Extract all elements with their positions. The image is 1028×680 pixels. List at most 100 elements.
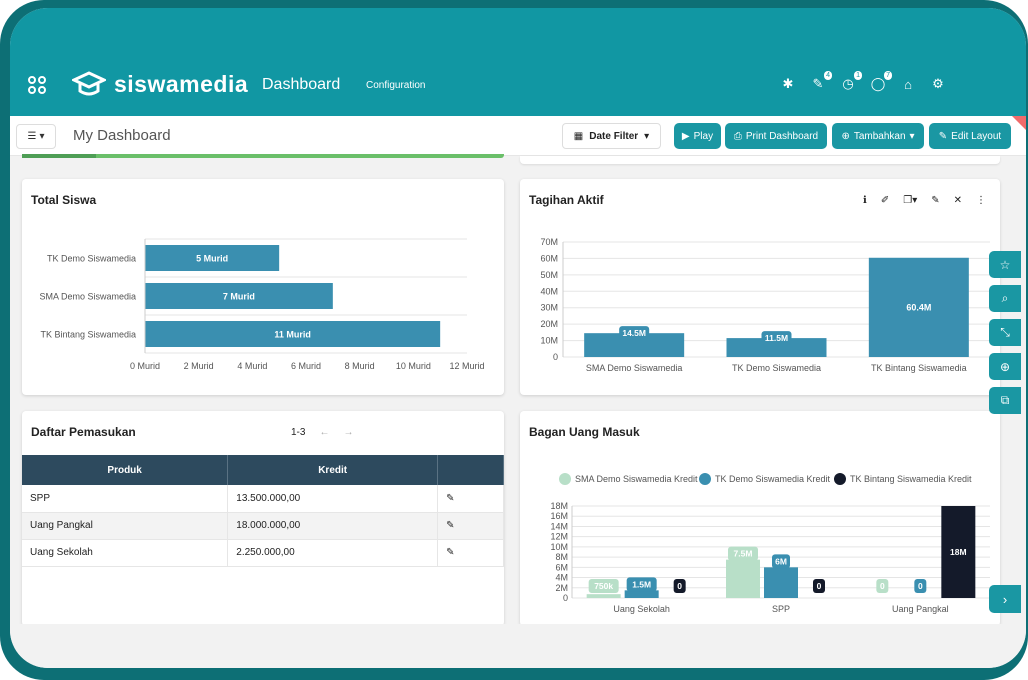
- y-tick-label: 10M: [550, 542, 568, 552]
- close-icon[interactable]: ✕: [953, 195, 962, 206]
- bar-data-label: 1.5M: [632, 579, 651, 589]
- bar-data-label: 0: [880, 581, 885, 591]
- bar-data-label: 6M: [775, 556, 787, 566]
- next-page-icon[interactable]: →: [343, 427, 354, 438]
- y-tick-label: 6M: [555, 562, 568, 572]
- pager-range: 1-3: [291, 427, 306, 438]
- column-header[interactable]: Produk: [22, 455, 229, 485]
- caret-down-icon: ▾: [644, 130, 650, 142]
- category-label: SMA Demo Siswamedia: [586, 363, 683, 373]
- bar: [624, 590, 659, 598]
- zoom-in-icon[interactable]: ⊕: [989, 353, 1021, 380]
- search-icon[interactable]: ⌕: [989, 285, 1021, 312]
- y-tick-label: 0: [563, 593, 568, 603]
- column-header[interactable]: Kredit: [227, 455, 439, 485]
- legend-label: TK Demo Siswamedia Kredit: [715, 474, 831, 484]
- copy-icon[interactable]: ❐▾: [903, 195, 918, 206]
- edit-notification-icon[interactable]: ✎ 4: [812, 71, 832, 91]
- y-tick-label: 60M: [540, 253, 558, 263]
- chevron-right-icon[interactable]: ›: [989, 585, 1021, 613]
- bar-data-label: 11.5M: [765, 333, 788, 343]
- bar-data-label: 14.5M: [622, 328, 646, 338]
- info-icon[interactable]: ℹ: [863, 195, 867, 206]
- edit-icon[interactable]: ✎: [931, 195, 940, 206]
- cell-produk: SPP: [22, 485, 229, 513]
- card-title: Daftar Pemasukan: [31, 425, 136, 439]
- category-label: SPP: [772, 604, 790, 614]
- legend-label: SMA Demo Siswamedia Kredit: [575, 474, 698, 484]
- bar: [726, 559, 760, 598]
- bar-data-label: 750k: [594, 581, 613, 591]
- bar-data-label: 0: [817, 581, 822, 591]
- collapse-icon[interactable]: ⤡: [989, 319, 1021, 346]
- edit-row-icon[interactable]: ✎: [437, 512, 504, 540]
- play-icon: ▶: [681, 130, 690, 142]
- x-tick-label: 6 Murid: [291, 361, 321, 371]
- data-label-box: [761, 331, 792, 346]
- bar: [145, 245, 280, 271]
- chat-icon[interactable]: ◯ 7: [870, 71, 892, 91]
- corner-ribbon: [1012, 116, 1026, 130]
- play-button[interactable]: ▶ Play: [674, 123, 721, 149]
- table-row[interactable]: SPP 13.500.000,00 ✎: [22, 485, 504, 513]
- cell-produk: Uang Pangkal: [22, 512, 229, 540]
- chart-bagan-uang-masuk: SMA Demo Siswamedia Kredit TK Demo Siswam…: [550, 473, 990, 614]
- card-total-siswa: Total Siswa 5 Murid TK Demo Siswamedia 7 M…: [22, 179, 504, 395]
- bug-icon[interactable]: ✱: [782, 76, 794, 91]
- tambahkan-label: Tambahkan: [853, 130, 906, 142]
- caret-down-icon: ▾: [909, 130, 915, 142]
- print-icon: ⎙: [733, 130, 742, 142]
- settings-icon[interactable]: ⚙: [932, 76, 944, 91]
- card-tagihan-aktif: Tagihan Aktif ℹ ✐ ❐▾ ✎ ✕ ⋮ 0 10M 20M 30M 40M…: [520, 179, 1000, 395]
- bar: [584, 333, 685, 357]
- chart-total-siswa: 5 Murid TK Demo Siswamedia 7 Murid SMA Demo…: [39, 238, 485, 371]
- legend-swatch: [559, 473, 571, 485]
- card-title: Bagan Uang Masuk: [529, 425, 640, 439]
- bar-data-label: 7 Murid: [223, 292, 255, 302]
- edit-layout-button[interactable]: ✎ Edit Layout: [929, 123, 1011, 149]
- brand-logo[interactable]: siswamedia: [72, 70, 248, 98]
- bar: [941, 506, 976, 598]
- table-row[interactable]: Uang Sekolah 2.250.000,00 ✎: [22, 539, 504, 567]
- table-row[interactable]: Uang Pangkal 18.000.000,00 ✎: [22, 512, 504, 540]
- dashboard-title: My Dashboard: [73, 127, 171, 144]
- building-icon[interactable]: ⌂: [904, 76, 912, 92]
- cell-kredit: 13.500.000,00: [227, 485, 439, 513]
- data-label-box: [914, 579, 927, 593]
- edit-row-icon[interactable]: ✎: [437, 485, 504, 513]
- x-tick-label: 8 Murid: [345, 361, 375, 371]
- print-dashboard-button[interactable]: ⎙ Print Dashboard: [725, 123, 827, 149]
- bar: [145, 283, 333, 309]
- cell-kredit: 18.000.000,00: [227, 512, 439, 540]
- brush-icon[interactable]: ✐: [880, 195, 890, 206]
- data-label-box: [673, 579, 686, 593]
- legend-swatch: [834, 473, 846, 485]
- y-tick-label: 14M: [550, 521, 568, 531]
- clock-icon[interactable]: ◷ 1: [842, 71, 862, 91]
- column-header: [437, 455, 504, 485]
- top-navbar: siswamedia Dashboard Configuration ✱ ✎ 4 …: [10, 8, 1026, 116]
- date-filter-button[interactable]: ▦ Date Filter ▾: [562, 123, 661, 149]
- bar-data-label: 0: [677, 581, 682, 591]
- favorite-star-icon[interactable]: ☆: [989, 251, 1021, 278]
- nav-dashboard[interactable]: Dashboard: [262, 76, 341, 93]
- chart-tagihan-aktif: 0 10M 20M 30M 40M 50M 60M 70M 14.5M SMA Demo Sisw…: [540, 237, 990, 373]
- dashboard-toolbar: ☰ ▾ My Dashboard ▦ Date Filter ▾ ▶ Play ⎙ P…: [10, 116, 1026, 156]
- data-label-box: [626, 577, 657, 592]
- nav-configuration[interactable]: Configuration: [366, 80, 426, 91]
- bookmark-icon[interactable]: ⧉: [989, 387, 1021, 414]
- prev-page-icon[interactable]: ←: [319, 427, 330, 438]
- edit-layout-label: Edit Layout: [951, 130, 1002, 142]
- badge: 1: [854, 71, 862, 80]
- tambahkan-button[interactable]: ⊕ Tambahkan ▾: [832, 123, 924, 149]
- apps-grid-icon[interactable]: [28, 76, 48, 96]
- card-bagan-uang-masuk: Bagan Uang Masuk SMA Demo Siswamedia Kre…: [520, 411, 1000, 626]
- more-icon[interactable]: ⋮: [976, 195, 986, 206]
- filter-options-button[interactable]: ☰ ▾: [16, 124, 56, 149]
- x-tick-label: 10 Murid: [396, 361, 431, 371]
- bar: [764, 567, 798, 598]
- category-label: Uang Pangkal: [892, 604, 949, 614]
- edit-row-icon[interactable]: ✎: [437, 539, 504, 567]
- progress-bar: [22, 154, 504, 158]
- sliders-icon: ☰: [27, 131, 37, 142]
